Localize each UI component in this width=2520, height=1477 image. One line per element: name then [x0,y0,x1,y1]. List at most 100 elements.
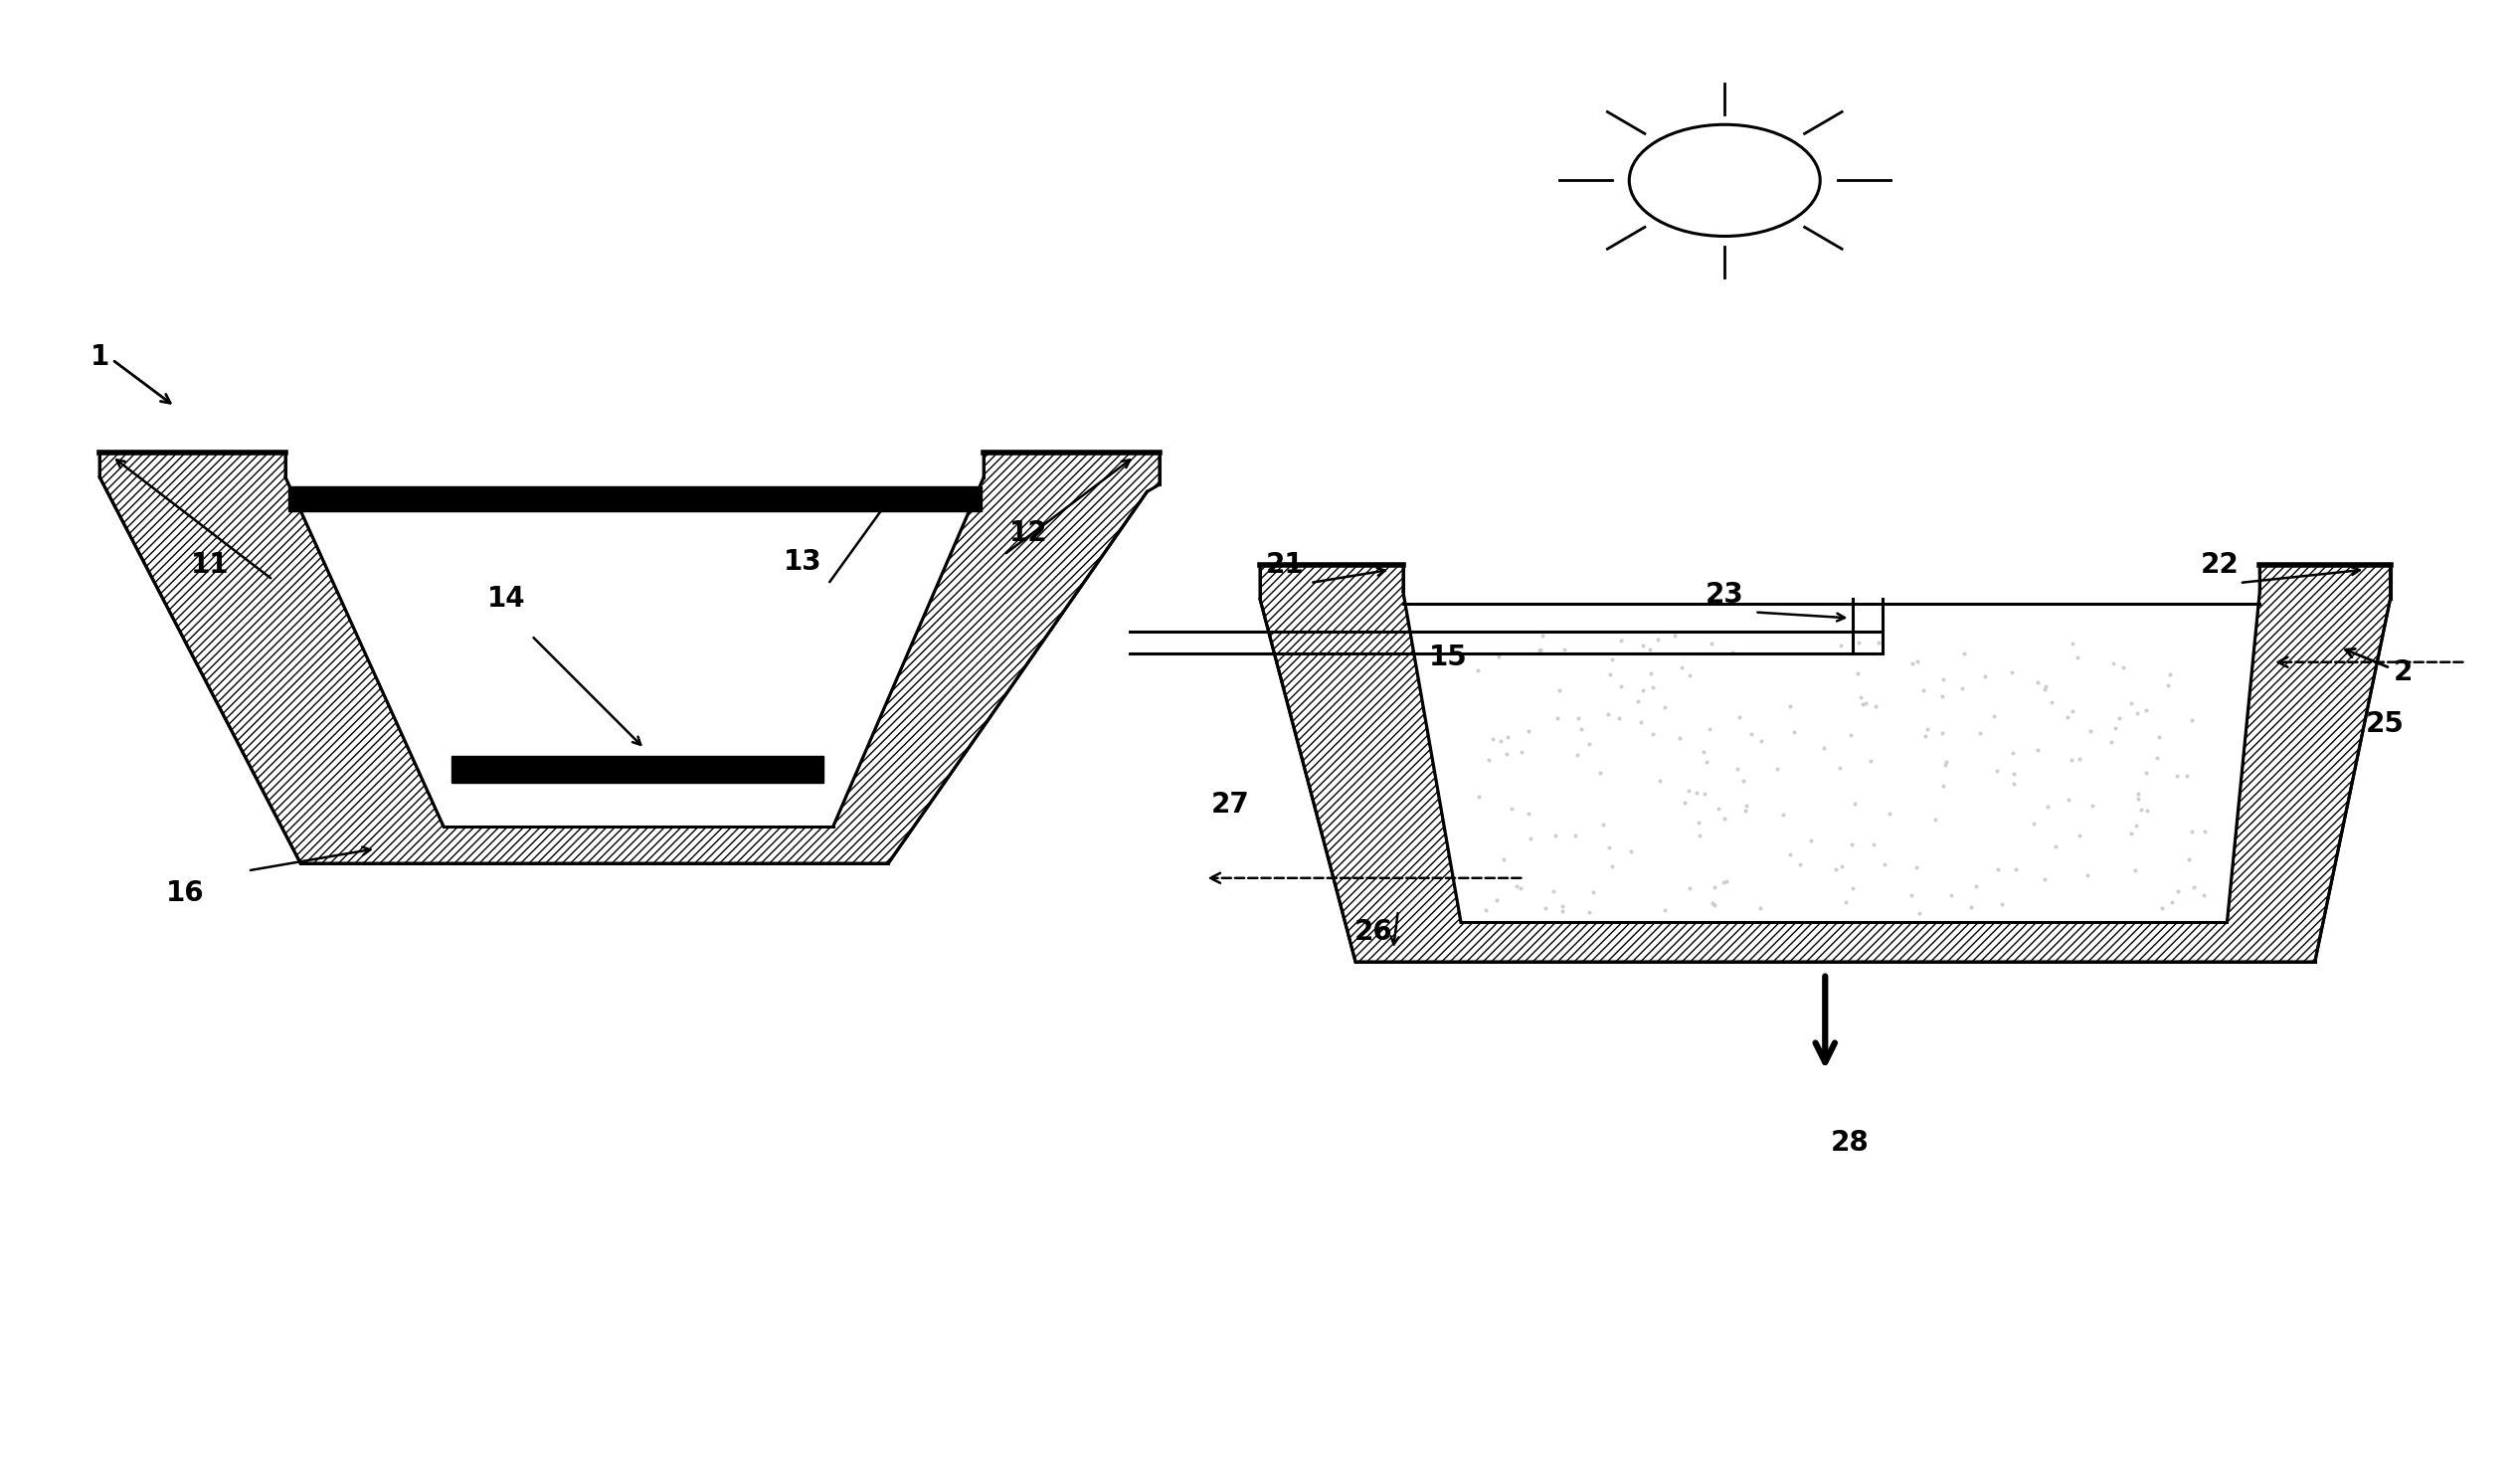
Point [1908,718,1948,741]
Point [2147,674,2187,697]
Point [1991,660,2031,684]
Point [1570,901,1610,925]
Point [2049,787,2089,811]
Text: 22: 22 [2200,551,2238,579]
Point [1641,770,1681,793]
Point [1676,780,1716,803]
Point [1688,716,1729,740]
Point [1487,725,1527,749]
Point [2127,799,2167,823]
Point [1731,722,1772,746]
Point [1761,802,1802,826]
Point [1600,629,1641,653]
Point [1620,710,1661,734]
Point [1711,641,1751,665]
Point [1691,632,1731,656]
Point [1633,722,1673,746]
Text: 11: 11 [192,551,229,579]
Point [2092,651,2132,675]
Point [1525,897,1565,920]
Text: 23: 23 [1706,580,1744,609]
Point [1996,857,2036,880]
Text: 27: 27 [1210,790,1250,818]
Point [1943,676,1983,700]
Point [1661,656,1701,679]
Point [1835,792,1875,815]
Text: 26: 26 [1353,919,1391,947]
Point [1855,694,1895,718]
Point [1686,750,1726,774]
Point [1827,891,1867,914]
Point [1545,638,1585,662]
Point [1993,740,2034,764]
Point [1779,854,1819,877]
Point [1457,659,1497,682]
Point [2026,675,2066,699]
Point [1593,854,1633,877]
Point [1630,638,1671,662]
Circle shape [1630,124,1819,236]
Point [1590,836,1630,860]
Point [1978,759,2019,783]
Point [2157,764,2197,787]
Point [2142,895,2182,919]
Point [2029,795,2069,818]
Point [2051,632,2092,656]
Point [1522,623,1562,647]
Point [1668,663,1709,687]
Point [1704,870,1744,894]
Point [2167,764,2208,787]
Text: 13: 13 [784,548,822,576]
Point [1993,762,2034,786]
Point [1898,901,1938,925]
Point [1469,749,1509,772]
Point [1600,675,1641,699]
Text: 2: 2 [2394,659,2412,687]
Text: 1: 1 [91,343,108,371]
Point [1832,833,1872,857]
Point [2031,690,2071,713]
Point [1477,888,1517,911]
Point [2117,814,2157,837]
Point [2024,867,2064,891]
Point [2185,820,2225,843]
Point [2185,883,2225,907]
Point [1769,694,1809,718]
Point [2016,671,2056,694]
Point [1668,780,1709,803]
Point [1678,811,1719,835]
Point [1590,662,1630,685]
Point [1693,892,1734,916]
Point [1930,883,1971,907]
Point [2059,823,2099,846]
Point [2094,716,2134,740]
Point [1915,808,1956,832]
Point [1852,833,1893,857]
Point [1840,685,1880,709]
Point [2114,858,2155,882]
Point [1484,848,1525,871]
Point [2137,746,2177,770]
Point [2150,663,2190,687]
Point [1535,824,1575,848]
Point [1560,718,1600,741]
Point [2066,864,2107,888]
Polygon shape [287,486,980,511]
Point [1572,880,1613,904]
Point [1555,824,1595,848]
Point [1724,799,1764,823]
Point [1819,756,1860,780]
Point [1706,870,1746,894]
Point [1956,874,1996,898]
Point [1683,783,1724,806]
Point [2119,798,2160,821]
Point [1898,650,1938,674]
Point [1540,678,1580,702]
Point [2019,737,2059,761]
Point [1945,641,1986,665]
Point [2152,891,2192,914]
Point [1499,876,1540,899]
Point [2013,812,2054,836]
Point [1570,733,1610,756]
Point [1950,895,1991,919]
